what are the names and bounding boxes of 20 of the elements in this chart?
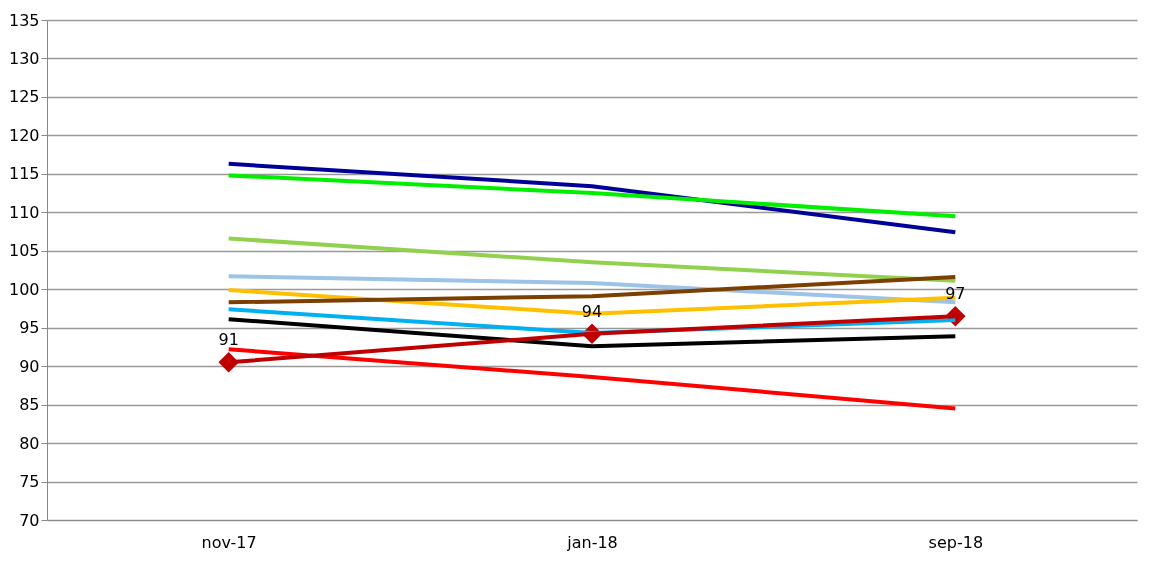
y-tick-label: 120 [8, 125, 40, 145]
y-tick-label: 95 [19, 318, 40, 338]
y-tick-label: 110 [8, 202, 40, 222]
y-tick-label: 105 [8, 241, 40, 261]
x-tick-label: nov-17 [201, 532, 257, 552]
y-tick-label: 80 [19, 433, 40, 453]
y-tick-label: 130 [8, 48, 40, 68]
data-label: 97 [945, 284, 966, 304]
y-tick-label: 70 [19, 510, 40, 530]
data-label: 94 [581, 301, 603, 321]
y-tick-label: 75 [19, 472, 40, 492]
data-label: 91 [218, 330, 239, 350]
y-tick-label: 90 [19, 356, 40, 376]
y-tick-label: 135 [8, 10, 40, 30]
x-tick-label: jan-18 [566, 532, 618, 552]
y-tick-label: 100 [8, 279, 40, 299]
y-tick-label: 115 [8, 164, 40, 184]
x-tick-label: sep-18 [928, 532, 984, 552]
y-tick-label: 85 [19, 395, 40, 415]
y-tick-label: 125 [8, 87, 40, 107]
